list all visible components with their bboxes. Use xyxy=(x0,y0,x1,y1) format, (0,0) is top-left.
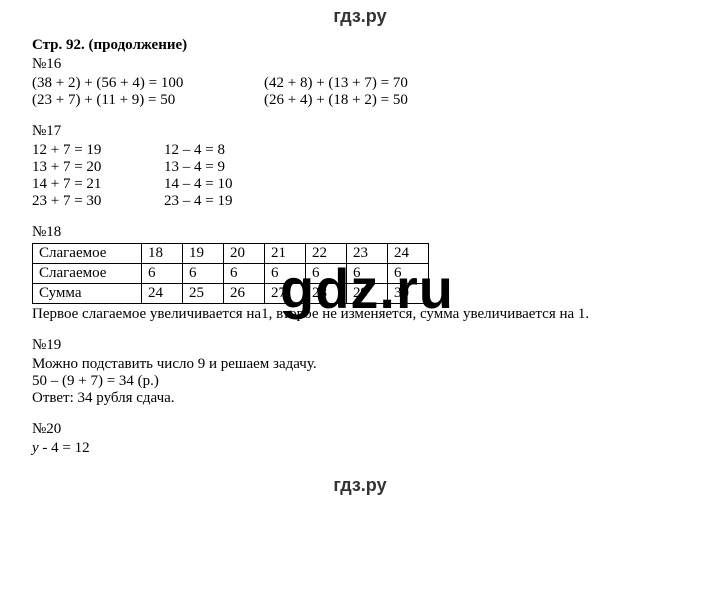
exercise-18-number: №18 xyxy=(32,224,700,241)
table-cell-label: Сумма xyxy=(33,284,142,304)
ex17-a2: 13 + 7 = 20 xyxy=(32,159,164,176)
ex18-note: Первое слагаемое увеличивается на1, втор… xyxy=(32,306,700,323)
ex19-line1: Можно подставить число 9 и решаем задачу… xyxy=(32,356,700,373)
table-cell: 24 xyxy=(142,284,183,304)
ex17-b2: 13 – 4 = 9 xyxy=(164,159,232,176)
table-cell: 6 xyxy=(265,264,306,284)
table-cell: 23 xyxy=(347,244,388,264)
table-row: Слагаемое 6 6 6 6 6 6 6 xyxy=(33,264,429,284)
ex16-row-1: (38 + 2) + (56 + 4) = 100 (42 + 8) + (13… xyxy=(32,75,700,92)
table-cell: 20 xyxy=(224,244,265,264)
table-cell: 6 xyxy=(142,264,183,284)
ex16-row-2: (23 + 7) + (11 + 9) = 50 (26 + 4) + (18 … xyxy=(32,92,700,109)
table-cell: 19 xyxy=(183,244,224,264)
table-cell-label: Слагаемое xyxy=(33,264,142,284)
table-cell: 22 xyxy=(306,244,347,264)
table-cell: 27 xyxy=(265,284,306,304)
ex17-grid: 12 + 7 = 19 13 + 7 = 20 14 + 7 = 21 23 +… xyxy=(32,142,700,210)
exercise-17-number: №17 xyxy=(32,123,700,140)
table-cell: 6 xyxy=(306,264,347,284)
table-row: Слагаемое 18 19 20 21 22 23 24 xyxy=(33,244,429,264)
page-content: Стр. 92. (продолжение) №16 (38 + 2) + (5… xyxy=(0,37,720,457)
ex17-b3: 14 – 4 = 10 xyxy=(164,176,232,193)
table-cell: 18 xyxy=(142,244,183,264)
ex16-eq-1b: (42 + 8) + (13 + 7) = 70 xyxy=(264,75,408,92)
table-row: Сумма 24 25 26 27 28 29 30 xyxy=(33,284,429,304)
ex16-eq-2b: (26 + 4) + (18 + 2) = 50 xyxy=(264,92,408,109)
exercise-19-number: №19 xyxy=(32,337,700,354)
ex20-rest: - 4 = 12 xyxy=(39,440,90,456)
ex20-equation: y - 4 = 12 xyxy=(32,440,700,457)
table-cell: 29 xyxy=(347,284,388,304)
table-cell: 24 xyxy=(388,244,429,264)
table-cell: 6 xyxy=(388,264,429,284)
table-cell: 30 xyxy=(388,284,429,304)
ex16-eq-2a: (23 + 7) + (11 + 9) = 50 xyxy=(32,92,264,109)
table-cell: 25 xyxy=(183,284,224,304)
ex19-line3: Ответ: 34 рубля сдача. xyxy=(32,390,700,407)
table-cell: 28 xyxy=(306,284,347,304)
ex17-a4: 23 + 7 = 30 xyxy=(32,193,164,210)
table-cell: 6 xyxy=(224,264,265,284)
exercise-16-number: №16 xyxy=(32,56,700,73)
table-cell: 21 xyxy=(265,244,306,264)
table-cell-label: Слагаемое xyxy=(33,244,142,264)
ex17-b4: 23 – 4 = 19 xyxy=(164,193,232,210)
ex19-line2: 50 – (9 + 7) = 34 (р.) xyxy=(32,373,700,390)
footer-logo: гдз.ру xyxy=(0,475,720,496)
exercise-20-number: №20 xyxy=(32,421,700,438)
header-logo: гдз.ру xyxy=(0,6,720,27)
table-cell: 6 xyxy=(183,264,224,284)
ex17-a3: 14 + 7 = 21 xyxy=(32,176,164,193)
ex18-table: Слагаемое 18 19 20 21 22 23 24 Слагаемое… xyxy=(32,243,429,304)
ex20-var: y xyxy=(32,440,39,456)
ex17-b1: 12 – 4 = 8 xyxy=(164,142,232,159)
ex16-eq-1a: (38 + 2) + (56 + 4) = 100 xyxy=(32,75,264,92)
ex17-a1: 12 + 7 = 19 xyxy=(32,142,164,159)
page-title: Стр. 92. (продолжение) xyxy=(32,37,700,54)
table-cell: 26 xyxy=(224,284,265,304)
table-cell: 6 xyxy=(347,264,388,284)
